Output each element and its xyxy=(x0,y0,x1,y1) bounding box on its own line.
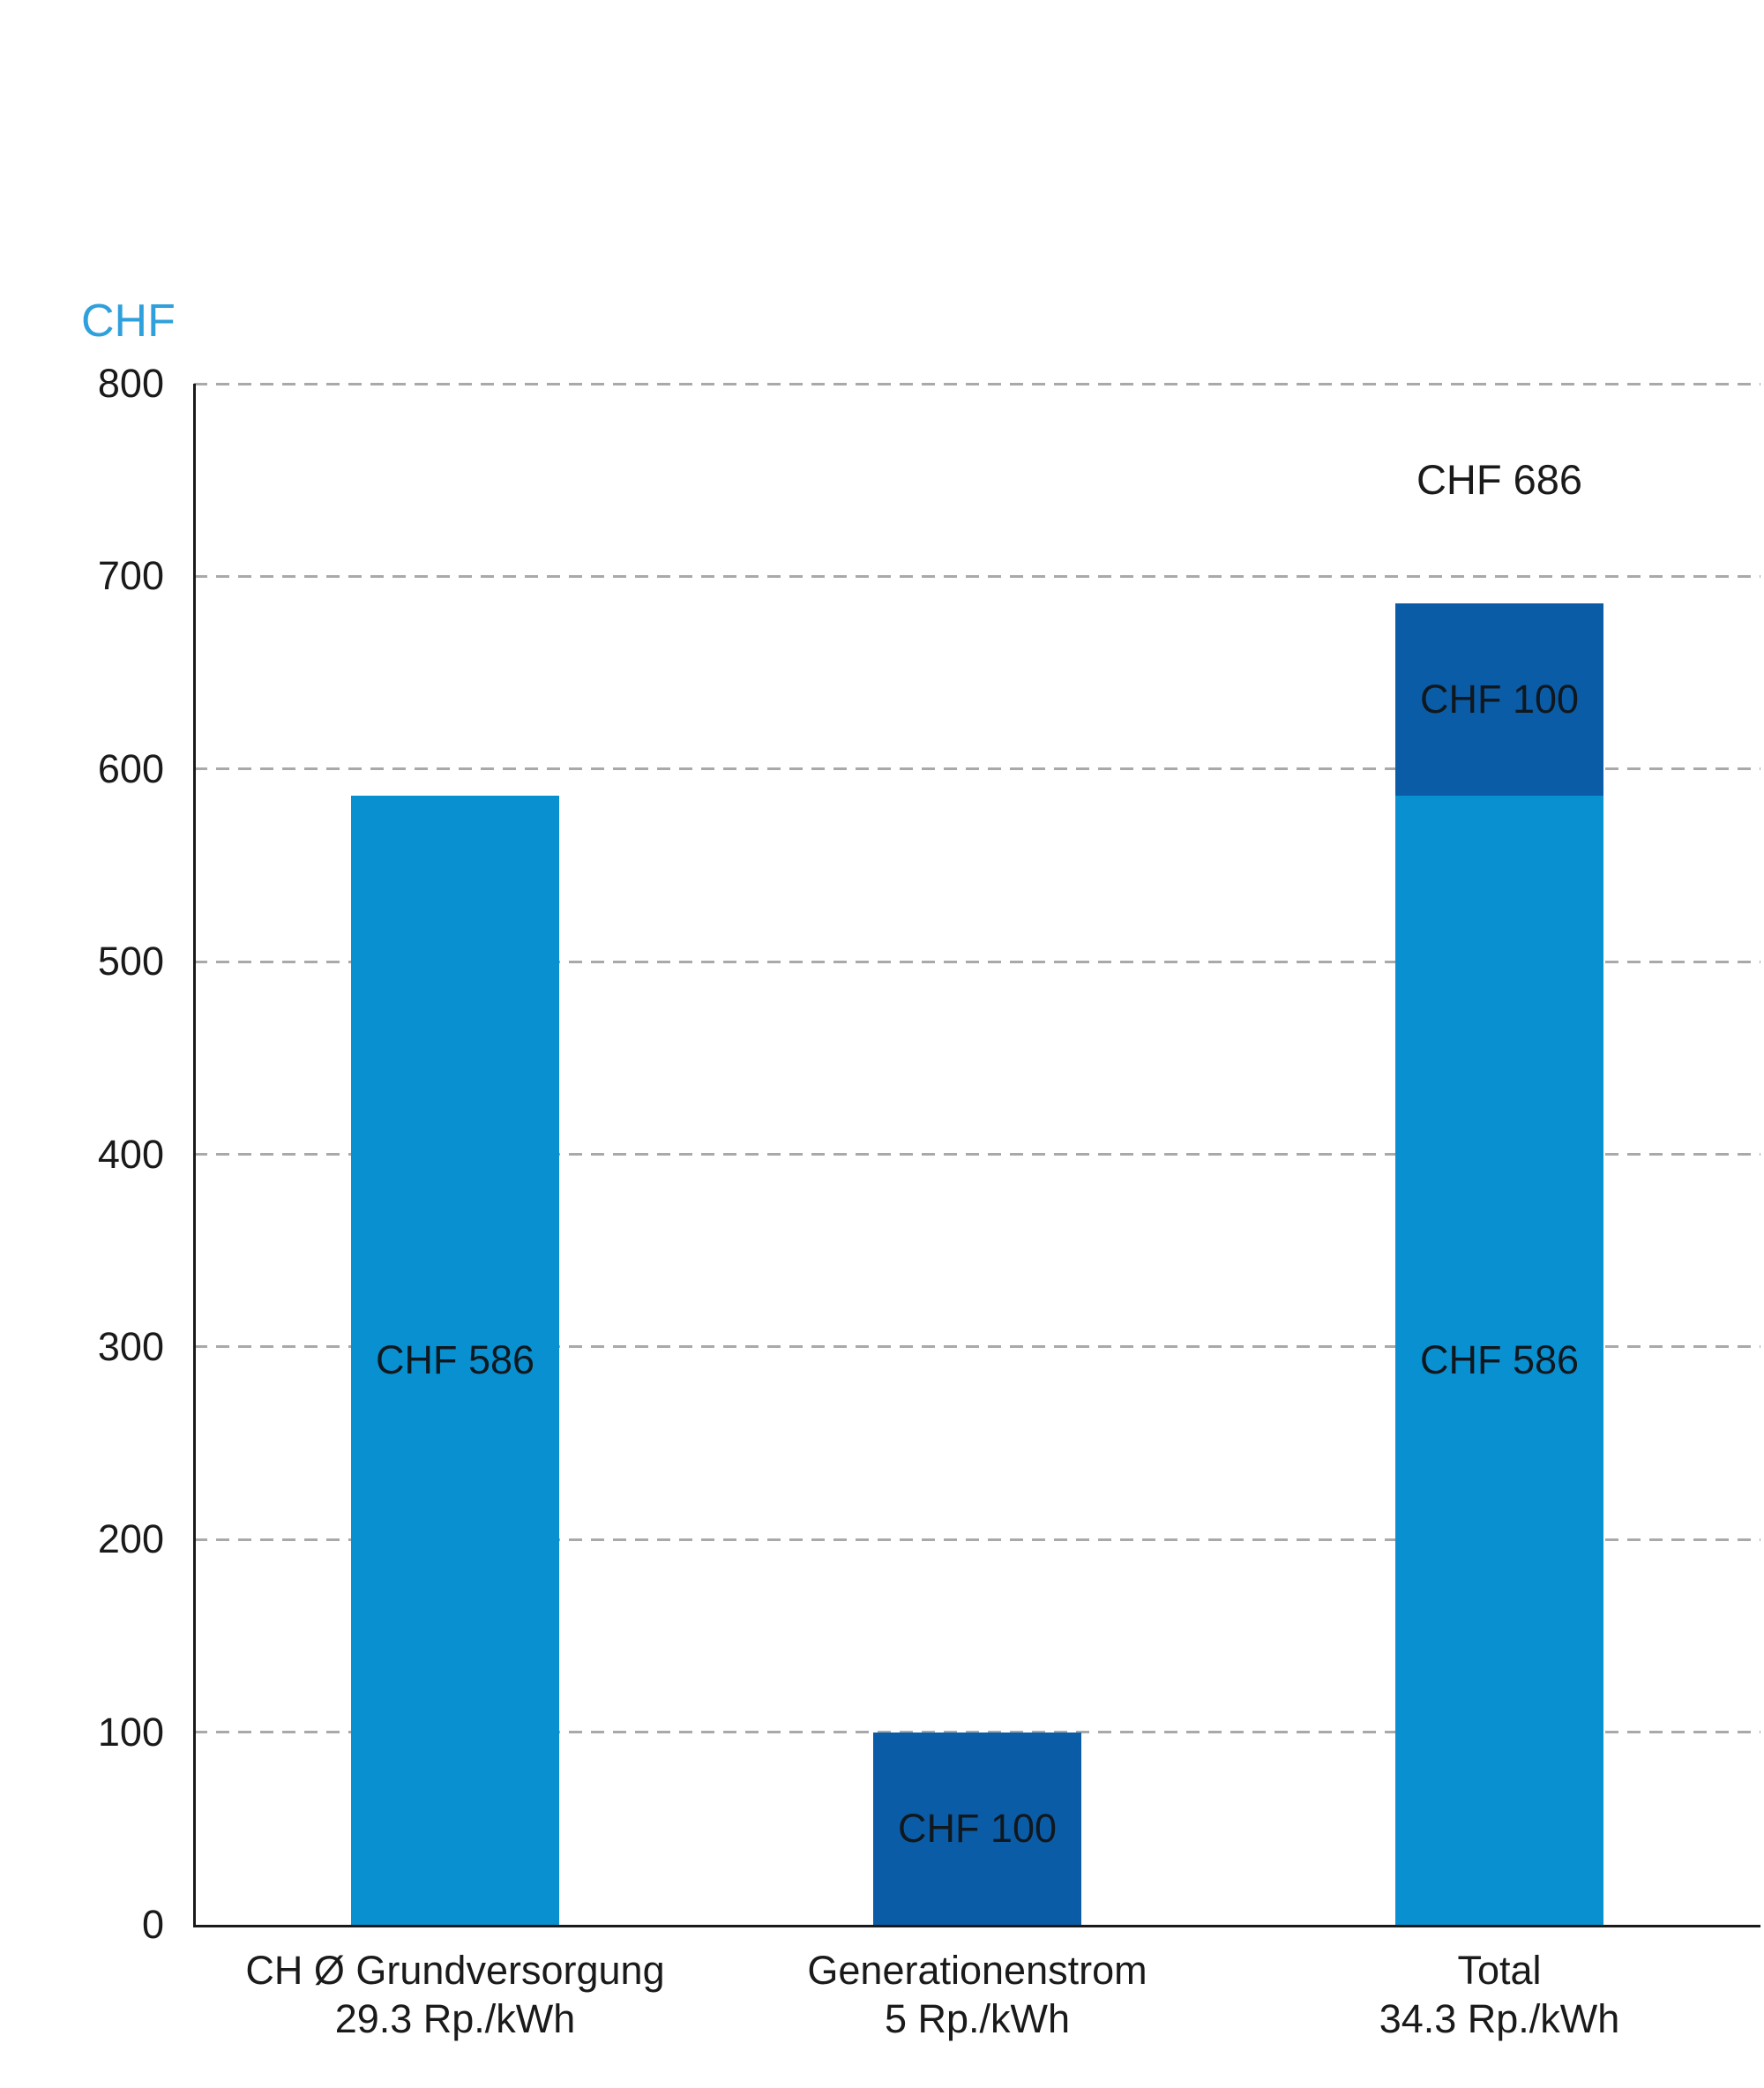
bar-segment-light-blue-3 xyxy=(1395,796,1603,1925)
category-name: Total xyxy=(1457,1948,1542,1993)
y-tick-label-500: 500 xyxy=(97,939,164,984)
y-tick-label-600: 600 xyxy=(97,745,164,791)
y-tick-label-400: 400 xyxy=(97,1131,164,1177)
category-label-3: Total 34.3 Rp./kWh xyxy=(1238,1946,1760,2043)
bar-segment-dark-blue-3 xyxy=(1395,602,1603,797)
bar-value-label: CHF 100 xyxy=(897,1805,1058,1851)
y-tick-label-200: 200 xyxy=(97,1516,164,1562)
y-tick-label-300: 300 xyxy=(97,1323,164,1369)
y-tick-label-100: 100 xyxy=(97,1709,164,1755)
bar-value-label: CHF 100 xyxy=(1419,677,1580,722)
category-rate: 5 Rp./kWh xyxy=(884,1996,1071,2041)
bar-value-label: CHF 586 xyxy=(375,1337,535,1383)
category-rate: 29.3 Rp./kWh xyxy=(334,1996,576,2041)
category-name: CH Ø Grundversorgung xyxy=(245,1948,665,1993)
gridline-700 xyxy=(194,574,1760,578)
x-axis-line xyxy=(193,1925,1760,1927)
gridline-800 xyxy=(194,382,1760,385)
bar-segment-dark-blue-2 xyxy=(873,1732,1081,1925)
gridline-500 xyxy=(194,960,1760,963)
category-label-2: Generationenstrom 5 Rp./kWh xyxy=(716,1946,1238,2043)
bar-segment-light-blue-1 xyxy=(351,796,559,1925)
y-axis-line xyxy=(193,384,196,1925)
category-rate: 34.3 Rp./kWh xyxy=(1379,1996,1620,2041)
gridline-300 xyxy=(194,1345,1760,1349)
y-axis-title: CHF xyxy=(81,296,176,347)
y-tick-label-800: 800 xyxy=(97,361,164,406)
y-tick-label-700: 700 xyxy=(97,553,164,599)
category-label-1: CH Ø Grundversorgung 29.3 Rp./kWh xyxy=(194,1946,716,2043)
y-tick-label-0: 0 xyxy=(141,1902,164,1947)
bar-value-label: CHF 586 xyxy=(1419,1337,1580,1383)
total-annotation: CHF 686 xyxy=(1416,456,1583,504)
category-name: Generationenstrom xyxy=(807,1948,1147,1993)
gridline-600 xyxy=(194,767,1760,771)
gridline-200 xyxy=(194,1538,1760,1541)
gridline-400 xyxy=(194,1153,1760,1156)
